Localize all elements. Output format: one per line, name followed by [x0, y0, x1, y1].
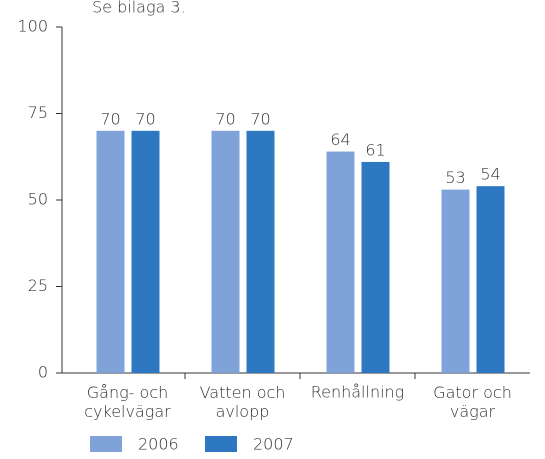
- data-label: 53: [445, 168, 465, 187]
- y-tick-label: 100: [17, 17, 48, 36]
- y-tick-label: 25: [28, 276, 48, 295]
- bar: [326, 151, 355, 373]
- data-label: 61: [365, 140, 385, 159]
- x-tick-label: Gator och vägar: [433, 383, 512, 421]
- data-label: 70: [100, 109, 120, 128]
- bar: [211, 130, 240, 373]
- bar: [131, 130, 160, 373]
- y-tick-label: 0: [38, 363, 48, 382]
- data-label: 70: [215, 109, 235, 128]
- x-tick-label: Renhållning: [311, 383, 405, 402]
- y-tick-label: 50: [28, 190, 48, 209]
- annotation: Se bilaga 3.: [92, 0, 186, 17]
- x-tick-label: Gång- och cykelvägar: [84, 383, 171, 421]
- data-label: 64: [330, 130, 350, 149]
- bar: [441, 189, 470, 373]
- legend-swatch: [205, 436, 237, 452]
- data-label: 70: [135, 109, 155, 128]
- legend-label: 2007: [253, 435, 294, 454]
- legend-swatch: [90, 436, 122, 452]
- data-label: 54: [480, 165, 500, 184]
- bar: [246, 130, 275, 373]
- x-tick-label: Vatten och avlopp: [200, 383, 286, 421]
- bar: [96, 130, 125, 373]
- bar: [476, 186, 505, 373]
- y-tick-label: 75: [28, 103, 48, 122]
- data-label: 70: [250, 109, 270, 128]
- bar: [361, 161, 390, 373]
- legend-label: 2006: [138, 435, 179, 454]
